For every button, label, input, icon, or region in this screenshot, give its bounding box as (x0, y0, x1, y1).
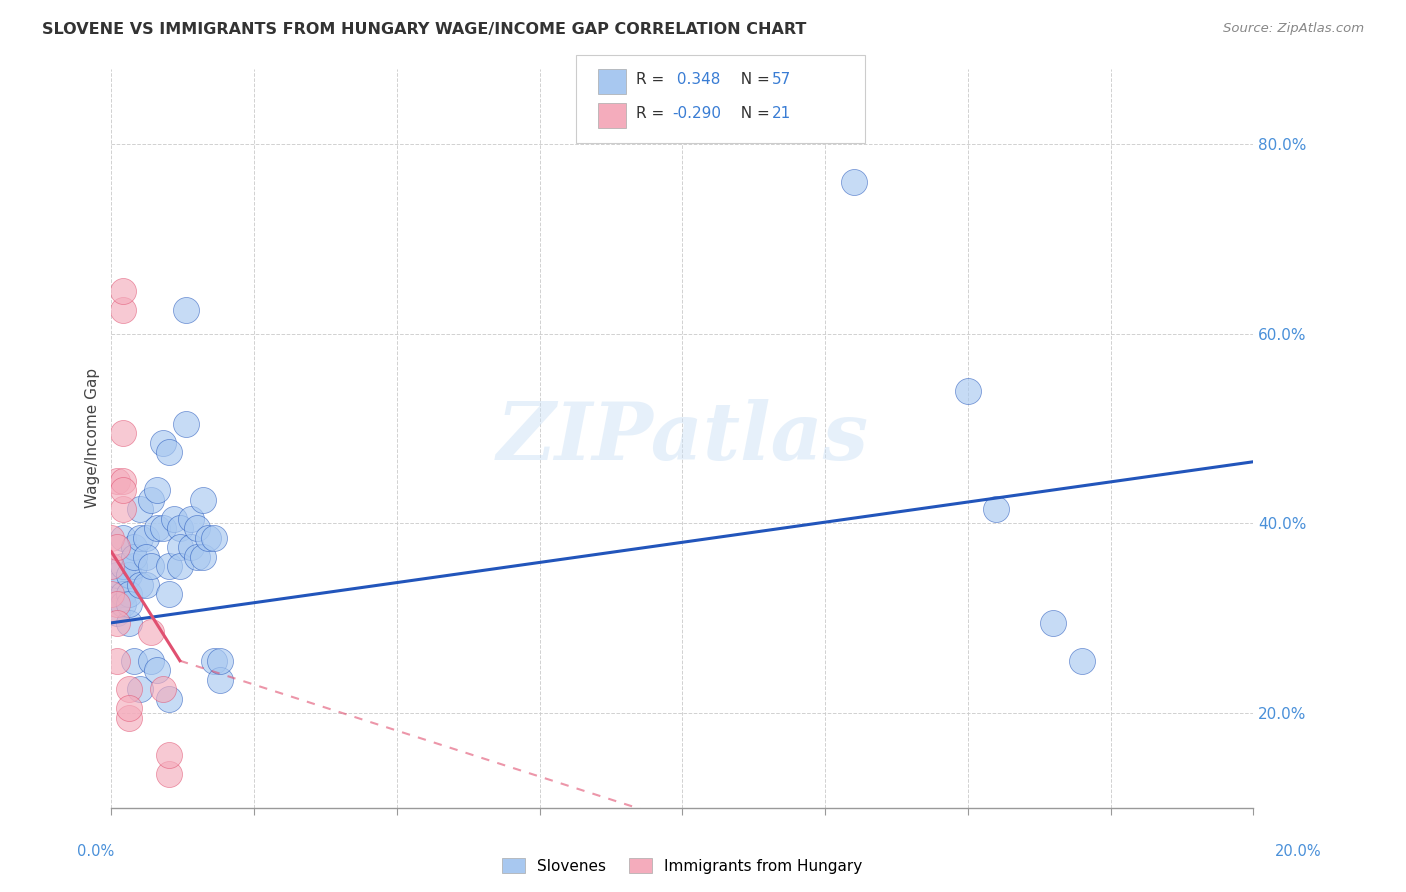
Point (146, 483, 169, 498)
Point (186, 549, 208, 564)
Point (191, 549, 214, 564)
Point (169, 540, 191, 554)
Text: 57: 57 (772, 72, 792, 87)
Point (157, 767, 180, 781)
Point (100, 592, 122, 607)
Text: N =: N = (731, 72, 775, 87)
Text: SLOVENE VS IMMIGRANTS FROM HUNGARY WAGE/INCOME GAP CORRELATION CHART: SLOVENE VS IMMIGRANTS FROM HUNGARY WAGE/… (42, 22, 807, 37)
Point (105, 474, 128, 488)
Point (1042, 615, 1064, 630)
Point (122, 540, 145, 554)
Point (111, 483, 134, 498)
Point (117, 597, 139, 611)
Text: R =: R = (636, 72, 669, 87)
Point (197, 531, 219, 545)
Point (117, 615, 139, 630)
Point (141, 625, 163, 640)
Point (157, 748, 180, 763)
Point (117, 710, 139, 724)
Point (146, 521, 169, 535)
Point (157, 445, 180, 459)
Point (174, 303, 197, 318)
Point (146, 663, 169, 677)
Point (111, 597, 134, 611)
Legend: Slovenes, Immigrants from Hungary: Slovenes, Immigrants from Hungary (495, 850, 870, 881)
Point (135, 549, 157, 564)
Point (174, 417, 197, 431)
Point (157, 559, 180, 574)
Point (122, 549, 145, 564)
Text: Source: ZipAtlas.com: Source: ZipAtlas.com (1223, 22, 1364, 36)
Point (122, 654, 145, 668)
Point (141, 559, 163, 574)
Point (135, 531, 157, 545)
Point (152, 435, 174, 450)
Point (117, 701, 139, 715)
Point (141, 654, 163, 668)
Point (129, 682, 152, 697)
Text: 20.0%: 20.0% (1275, 845, 1322, 859)
Point (956, 384, 979, 398)
Text: -0.290: -0.290 (672, 106, 721, 120)
Point (129, 502, 152, 516)
Point (208, 654, 231, 668)
Point (105, 540, 128, 554)
Point (180, 540, 202, 554)
Point (169, 521, 191, 535)
Point (100, 559, 122, 574)
Point (152, 521, 174, 535)
Point (117, 587, 139, 601)
Text: 0.0%: 0.0% (77, 845, 114, 859)
Point (1071, 654, 1094, 668)
Point (111, 559, 134, 574)
Point (117, 568, 139, 582)
Point (105, 597, 128, 611)
Text: N =: N = (731, 106, 775, 120)
Point (111, 587, 134, 601)
Point (169, 559, 191, 574)
Point (105, 615, 128, 630)
Point (163, 511, 186, 525)
Point (129, 531, 152, 545)
Point (111, 284, 134, 298)
Point (111, 303, 134, 318)
Point (986, 502, 1008, 516)
Point (117, 682, 139, 697)
Text: 0.348: 0.348 (672, 72, 720, 87)
Point (202, 654, 225, 668)
Point (191, 492, 214, 507)
Point (186, 521, 208, 535)
Point (105, 578, 128, 592)
Point (157, 587, 180, 601)
Point (152, 682, 174, 697)
Point (129, 578, 152, 592)
Text: 21: 21 (772, 106, 792, 120)
Point (100, 531, 122, 545)
Point (135, 578, 157, 592)
Point (180, 511, 202, 525)
Point (105, 568, 128, 582)
Point (111, 426, 134, 441)
Y-axis label: Wage/Income Gap: Wage/Income Gap (86, 368, 100, 508)
Point (105, 654, 128, 668)
Point (111, 531, 134, 545)
Point (842, 175, 865, 189)
Text: ZIPatlas: ZIPatlas (496, 400, 869, 477)
Point (202, 531, 225, 545)
Point (111, 502, 134, 516)
Point (111, 474, 134, 488)
Text: R =: R = (636, 106, 669, 120)
Point (100, 587, 122, 601)
Point (157, 691, 180, 706)
Point (105, 607, 128, 621)
Point (122, 559, 145, 574)
Point (141, 492, 163, 507)
Point (208, 673, 231, 687)
